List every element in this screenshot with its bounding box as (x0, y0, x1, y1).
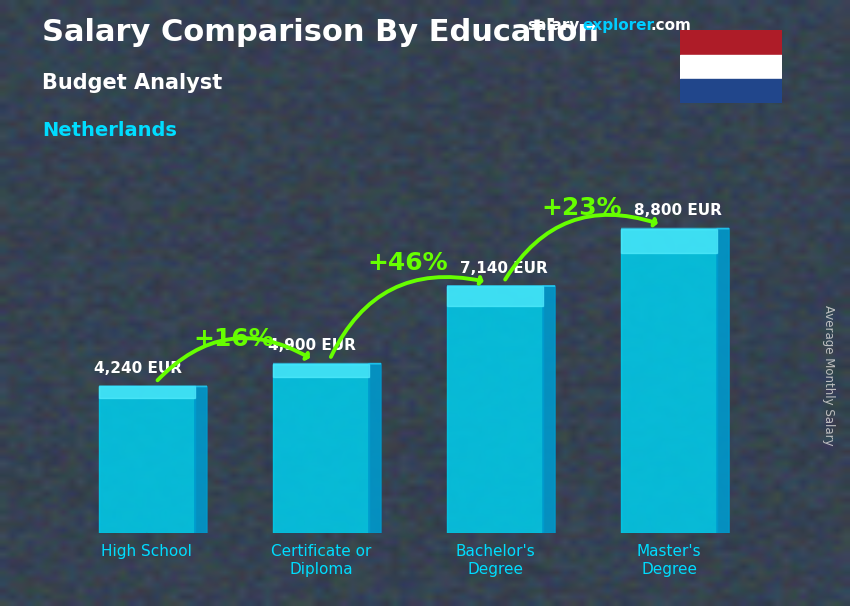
Bar (447, 286, 543, 533)
Bar (447, 286, 543, 306)
Text: 7,140 EUR: 7,140 EUR (460, 261, 547, 276)
Bar (99, 387, 195, 398)
Text: salary: salary (527, 18, 580, 33)
Text: explorer: explorer (582, 18, 654, 33)
Polygon shape (543, 286, 555, 533)
Text: Average Monthly Salary: Average Monthly Salary (822, 305, 836, 446)
Text: 4,240 EUR: 4,240 EUR (94, 361, 182, 376)
Bar (621, 228, 717, 253)
Polygon shape (369, 364, 381, 533)
Bar (680, 55, 782, 79)
Polygon shape (717, 228, 729, 533)
Bar (680, 30, 782, 55)
Bar (273, 364, 369, 533)
Bar (621, 228, 717, 533)
Bar (273, 364, 369, 377)
Text: +23%: +23% (541, 196, 622, 220)
Bar (680, 79, 782, 103)
Bar (99, 387, 195, 533)
Text: +16%: +16% (194, 327, 275, 351)
Text: .com: .com (650, 18, 691, 33)
Polygon shape (195, 387, 207, 533)
Text: Netherlands: Netherlands (42, 121, 178, 140)
Text: 4,900 EUR: 4,900 EUR (269, 338, 356, 353)
Text: 8,800 EUR: 8,800 EUR (634, 203, 722, 218)
Text: Salary Comparison By Education: Salary Comparison By Education (42, 18, 599, 47)
Text: +46%: +46% (368, 251, 448, 275)
Text: Budget Analyst: Budget Analyst (42, 73, 223, 93)
